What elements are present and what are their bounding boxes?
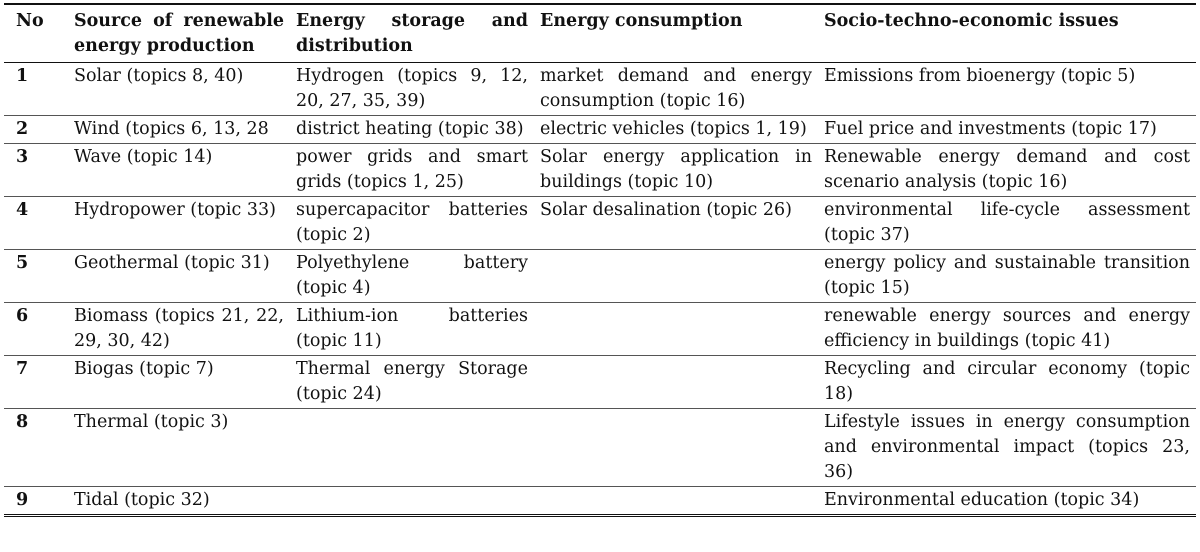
row-number: 3 bbox=[16, 147, 29, 167]
header-source: Source of renewable energy production bbox=[74, 11, 284, 56]
table-row: 2 Wind (topics 6, 13, 28 district heatin… bbox=[4, 116, 1196, 144]
cell-issues: Environmental education (topic 34) bbox=[824, 490, 1140, 510]
cell-source: Geothermal (topic 31) bbox=[74, 253, 270, 273]
table-row: 4 Hydropower (topic 33) supercapacitor b… bbox=[4, 197, 1196, 250]
cell-source: Hydropower (topic 33) bbox=[74, 200, 276, 220]
table-row: 7 Biogas (topic 7) Thermal energy Storag… bbox=[4, 356, 1196, 409]
cell-issues: energy policy and sustainable transition… bbox=[824, 253, 1190, 298]
cell-storage: Polyethylene battery (topic 4) bbox=[296, 253, 528, 298]
cell-consumption bbox=[534, 303, 818, 356]
header-consumption: Energy consumption bbox=[540, 11, 743, 31]
row-number: 7 bbox=[16, 359, 29, 379]
cell-storage: Thermal energy Storage (topic 24) bbox=[296, 359, 528, 404]
cell-issues: Renewable energy demand and cost scenari… bbox=[824, 147, 1190, 192]
row-number: 1 bbox=[16, 66, 29, 86]
cell-storage: Hydrogen (topics 9, 12, 20, 27, 35, 39) bbox=[296, 66, 528, 111]
cell-issues: environmental life-cycle assessment (top… bbox=[824, 200, 1190, 245]
row-number: 8 bbox=[16, 412, 29, 432]
cell-consumption: market demand and energy consumption (to… bbox=[540, 66, 812, 111]
cell-source: Biogas (topic 7) bbox=[74, 359, 214, 379]
header-storage: Energy storage and distribution bbox=[296, 11, 528, 56]
cell-storage: Lithium-ion batteries (topic 11) bbox=[296, 306, 528, 351]
table-row: 8 Thermal (topic 3) Lifestyle issues in … bbox=[4, 409, 1196, 487]
cell-storage: district heating (topic 38) bbox=[296, 119, 524, 139]
table-body: 1 Solar (topics 8, 40) Hydrogen (topics … bbox=[4, 63, 1196, 516]
row-number: 2 bbox=[16, 119, 29, 139]
cell-consumption bbox=[534, 409, 818, 487]
header-no: No bbox=[16, 11, 44, 31]
cell-source: Solar (topics 8, 40) bbox=[74, 66, 244, 86]
row-number: 6 bbox=[16, 306, 29, 326]
cell-consumption: Solar energy application in buildings (t… bbox=[540, 147, 812, 192]
cell-issues: Lifestyle issues in energy consumption a… bbox=[824, 412, 1190, 482]
cell-consumption: Solar desalination (topic 26) bbox=[540, 200, 793, 220]
row-number: 4 bbox=[16, 200, 29, 220]
table-row: 5 Geothermal (topic 31) Polyethylene bat… bbox=[4, 250, 1196, 303]
row-number: 9 bbox=[16, 490, 29, 510]
cell-issues: Recycling and circular economy (topic 18… bbox=[824, 359, 1190, 404]
row-number: 5 bbox=[16, 253, 29, 273]
cell-source: Wave (topic 14) bbox=[74, 147, 213, 167]
cell-source: Thermal (topic 3) bbox=[74, 412, 229, 432]
cell-storage bbox=[290, 409, 534, 487]
header-row: No Source of renewable energy production… bbox=[4, 4, 1196, 63]
cell-consumption bbox=[534, 487, 818, 516]
table-row: 3 Wave (topic 14) power grids and smart … bbox=[4, 144, 1196, 197]
cell-consumption bbox=[534, 250, 818, 303]
cell-storage: supercapacitor batteries (topic 2) bbox=[296, 200, 528, 245]
cell-consumption bbox=[534, 356, 818, 409]
renewable-energy-topics-table: No Source of renewable energy production… bbox=[4, 3, 1196, 517]
cell-issues: Fuel price and investments (topic 17) bbox=[824, 119, 1157, 139]
cell-source: Tidal (topic 32) bbox=[74, 490, 210, 510]
table-row: 9 Tidal (topic 32) Environmental educati… bbox=[4, 487, 1196, 516]
cell-source: Biomass (topics 21, 22, 29, 30, 42) bbox=[74, 306, 284, 351]
cell-source: Wind (topics 6, 13, 28 bbox=[74, 119, 269, 139]
cell-issues: Emissions from bioenergy (topic 5) bbox=[824, 66, 1136, 86]
table-header: No Source of renewable energy production… bbox=[4, 4, 1196, 63]
topics-table-container: No Source of renewable energy production… bbox=[4, 3, 1196, 517]
cell-storage bbox=[290, 487, 534, 516]
cell-storage: power grids and smart grids (topics 1, 2… bbox=[296, 147, 528, 192]
header-issues: Socio-techno-economic issues bbox=[824, 11, 1119, 31]
table-row: 1 Solar (topics 8, 40) Hydrogen (topics … bbox=[4, 63, 1196, 116]
cell-issues: renewable energy sources and energy effi… bbox=[824, 306, 1190, 351]
cell-consumption: electric vehicles (topics 1, 19) bbox=[540, 119, 807, 139]
table-row: 6 Biomass (topics 21, 22, 29, 30, 42) Li… bbox=[4, 303, 1196, 356]
